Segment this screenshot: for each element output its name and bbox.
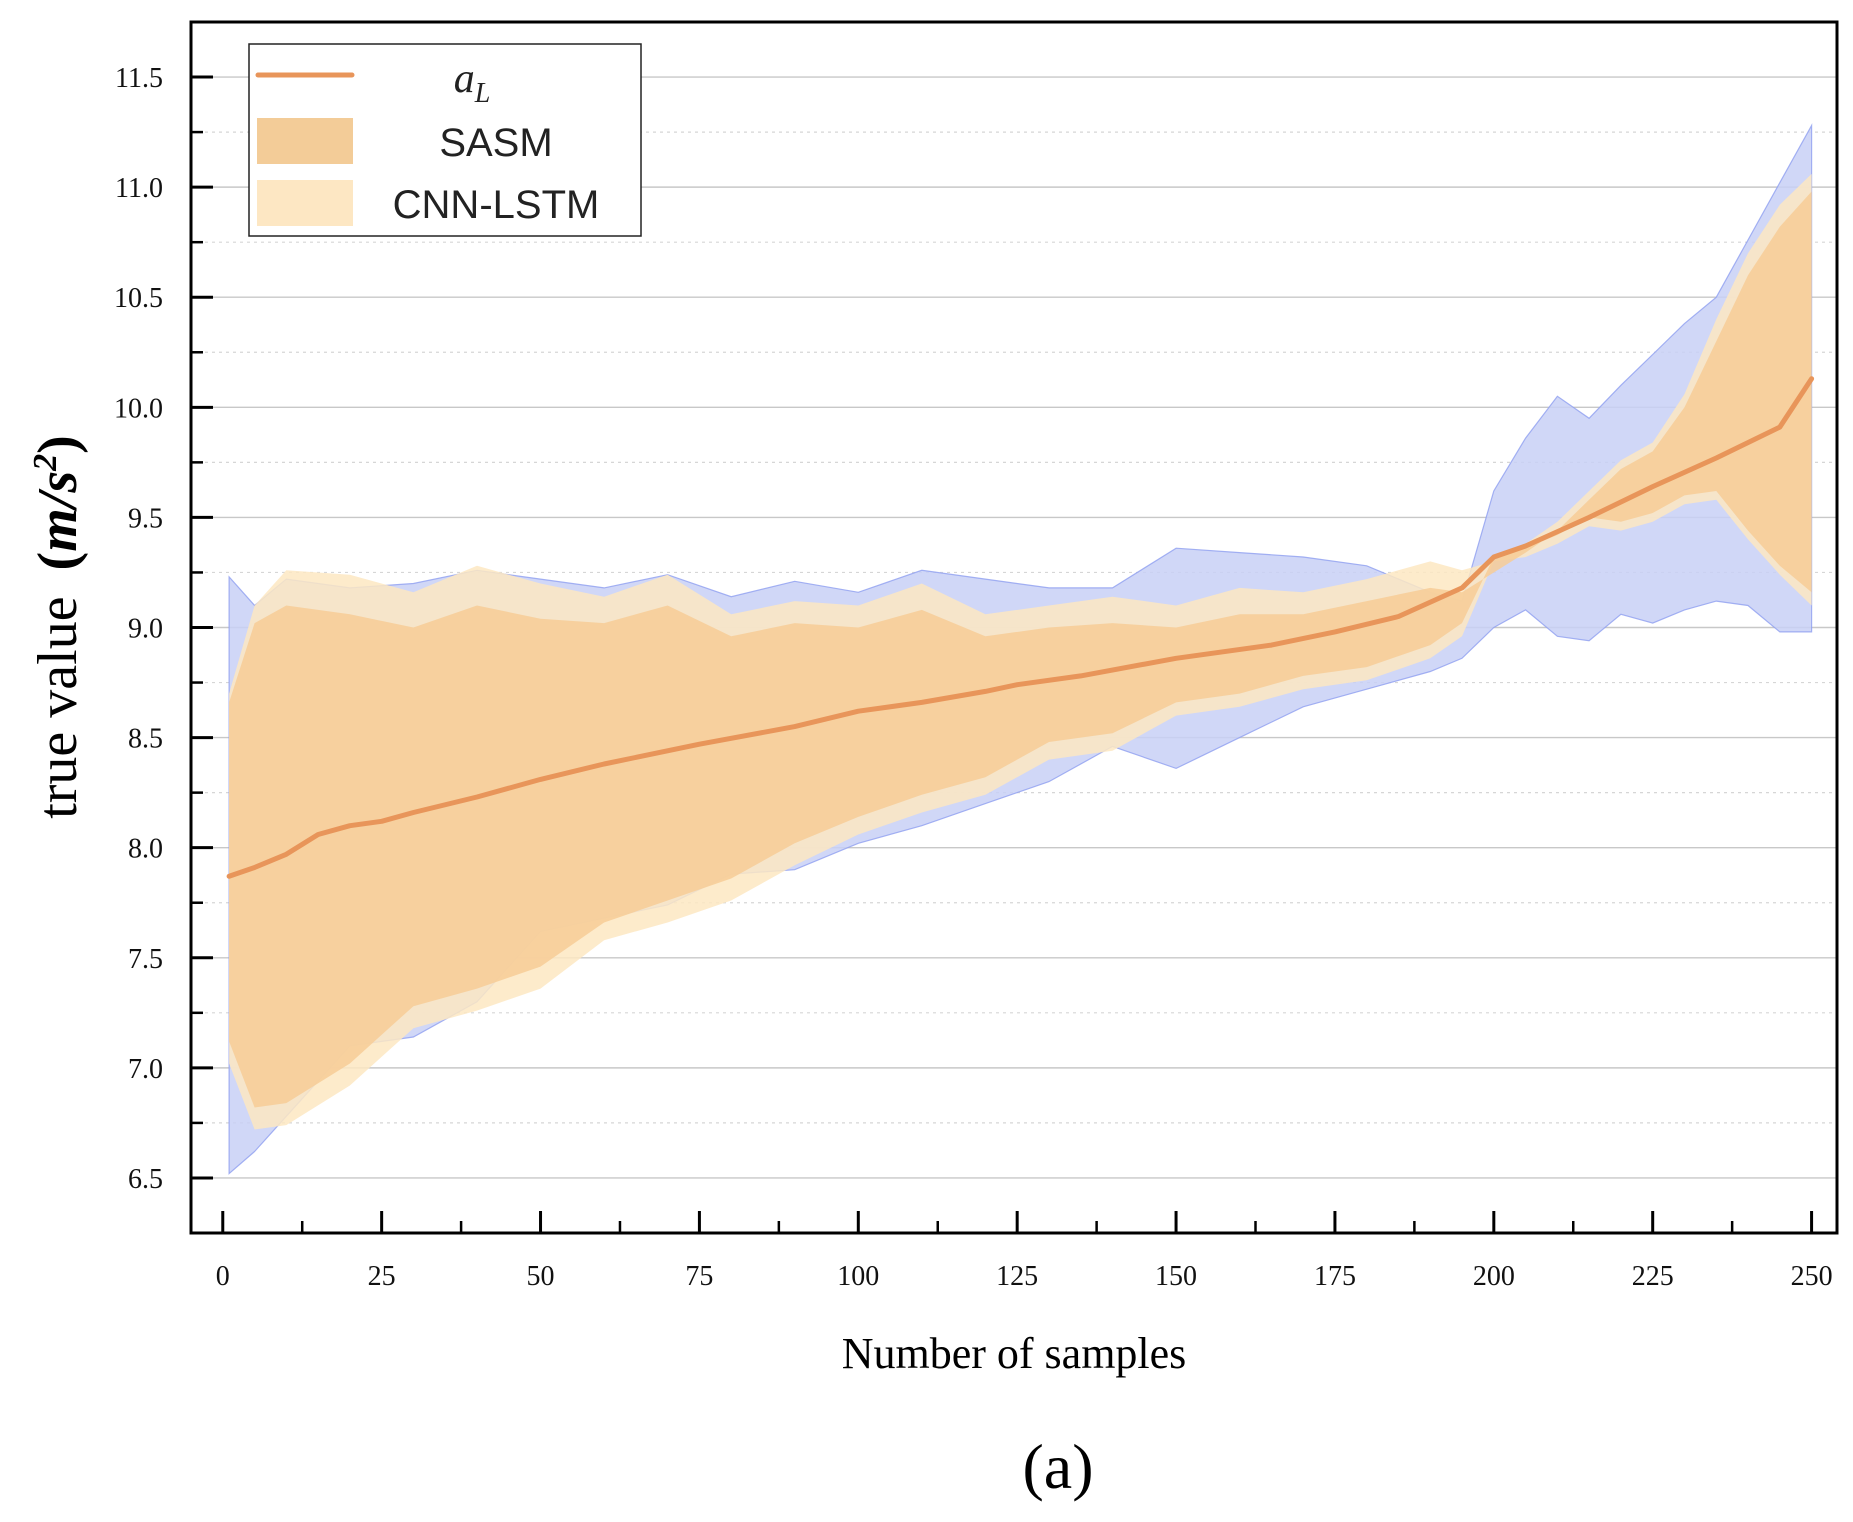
- y-tick-label-5: 9.0: [128, 614, 163, 645]
- y-axis-title-exponent: 2: [27, 454, 64, 472]
- legend-swatch-sasm: [257, 118, 353, 164]
- legend-swatch-cnn-lstm: [257, 180, 353, 226]
- y-tick-label-1: 7.0: [128, 1054, 163, 1085]
- band-sasm: [229, 191, 1812, 1108]
- legend-label-line-subscript: L: [474, 78, 491, 109]
- y-tick-label-9: 11.0: [115, 173, 163, 204]
- legend-label-sasm: SASM: [439, 121, 552, 165]
- y-tick-label-0: 6.5: [128, 1164, 163, 1195]
- legend-label-cnn-lstm: CNN-LSTM: [393, 183, 600, 227]
- y-tick-label-8: 10.5: [114, 283, 163, 314]
- x-tick-label-4: 100: [837, 1261, 879, 1292]
- x-tick-label-6: 150: [1155, 1261, 1197, 1292]
- y-tick-label-7: 10.0: [114, 393, 163, 424]
- band-areas: [228, 123, 1813, 1175]
- x-axis-title: Number of samples: [842, 1329, 1187, 1378]
- legend-label-line-main: a: [454, 56, 475, 102]
- x-tick-label-10: 250: [1791, 1261, 1833, 1292]
- y-axis-title-unit: m/s: [27, 471, 89, 552]
- y-tick-label-6: 9.5: [128, 503, 163, 534]
- y-tick-label-3: 8.0: [128, 834, 163, 865]
- x-tick-label-0: 0: [216, 1261, 230, 1292]
- x-tick-label-7: 175: [1314, 1261, 1356, 1292]
- x-tick-label-3: 75: [685, 1261, 713, 1292]
- x-axis-ticks: 0 25 50 75 100 125 150 175 200 225 250: [216, 1211, 1833, 1292]
- y-axis-title-paren-open: (: [27, 552, 89, 571]
- x-tick-label-8: 200: [1473, 1261, 1515, 1292]
- x-tick-label-5: 125: [996, 1261, 1038, 1292]
- y-tick-label-2: 7.5: [128, 944, 163, 975]
- y-tick-label-10: 11.5: [115, 63, 163, 94]
- panel-label: (a): [1022, 1431, 1093, 1502]
- series-line-aL: [226, 376, 1815, 879]
- x-tick-label-1: 25: [368, 1261, 396, 1292]
- x-tick-label-2: 50: [527, 1261, 555, 1292]
- y-axis-ticks: 6.5 7.0 7.5 8.0 8.5 9.0 9.5 10.0 10.5 11.0 11.5: [114, 63, 213, 1235]
- y-axis-title: true value (m/s2): [27, 435, 89, 819]
- data-line-layer: [226, 376, 1815, 879]
- x-tick-label-9: 225: [1632, 1261, 1674, 1292]
- legend: aL SASM CNN-LSTM: [248, 43, 642, 237]
- y-axis-title-main: true value: [27, 596, 89, 818]
- y-tick-label-4: 8.5: [128, 724, 163, 755]
- legend-label-line: aL: [454, 56, 491, 109]
- y-axis-title-paren-close: ): [27, 435, 89, 454]
